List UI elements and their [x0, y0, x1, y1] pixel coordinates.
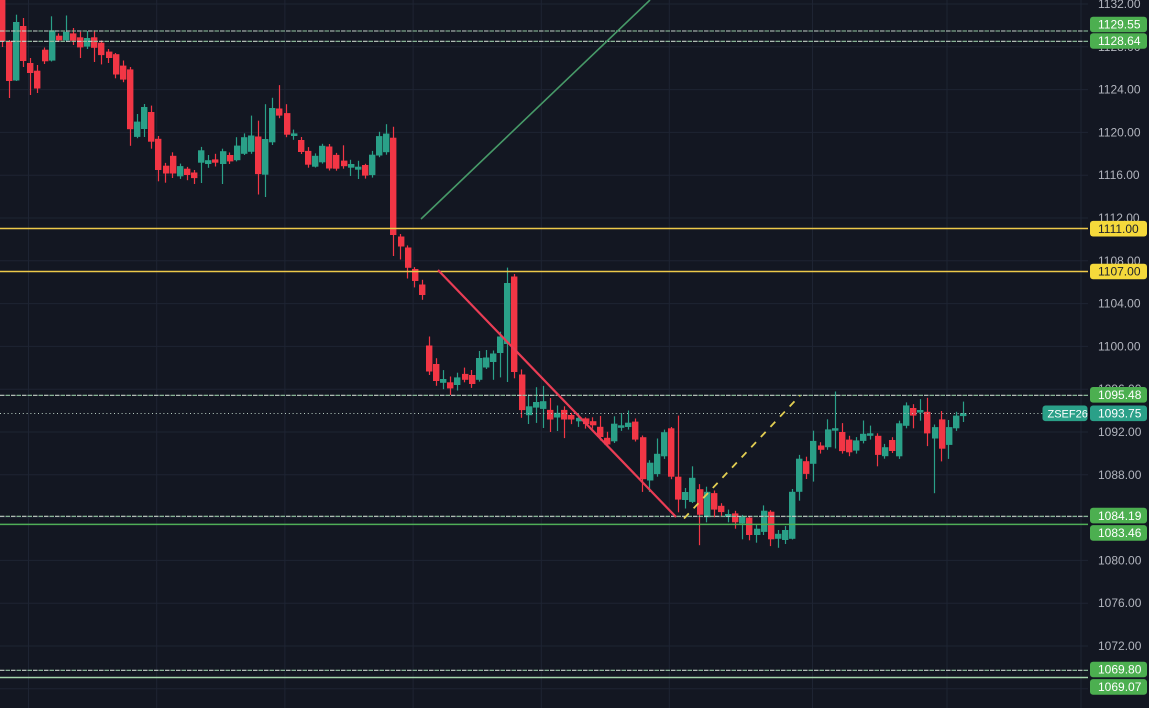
svg-text:1129.55: 1129.55 [1098, 18, 1141, 32]
svg-text:1072.00: 1072.00 [1098, 639, 1142, 653]
svg-text:1132.00: 1132.00 [1098, 0, 1141, 11]
svg-text:1095.48: 1095.48 [1098, 388, 1142, 402]
svg-text:1080.00: 1080.00 [1098, 553, 1142, 567]
svg-text:1111.00: 1111.00 [1098, 222, 1139, 236]
svg-text:1124.00: 1124.00 [1098, 83, 1141, 97]
svg-text:1088.00: 1088.00 [1098, 468, 1142, 482]
svg-text:1116.00: 1116.00 [1098, 168, 1140, 182]
svg-text:1076.00: 1076.00 [1098, 596, 1142, 610]
svg-text:1107.00: 1107.00 [1098, 265, 1141, 279]
svg-text:1069.80: 1069.80 [1098, 663, 1142, 677]
svg-text:1092.00: 1092.00 [1098, 425, 1142, 439]
svg-text:ZSEF26: ZSEF26 [1048, 408, 1088, 420]
svg-text:1128.64: 1128.64 [1098, 34, 1141, 48]
svg-text:1104.00: 1104.00 [1098, 297, 1141, 311]
svg-text:1084.19: 1084.19 [1098, 509, 1142, 523]
svg-text:1100.00: 1100.00 [1098, 339, 1141, 353]
svg-text:1093.75: 1093.75 [1098, 407, 1142, 421]
svg-text:1069.07: 1069.07 [1098, 680, 1142, 694]
svg-text:1120.00: 1120.00 [1098, 125, 1141, 139]
svg-text:1083.46: 1083.46 [1098, 526, 1142, 540]
